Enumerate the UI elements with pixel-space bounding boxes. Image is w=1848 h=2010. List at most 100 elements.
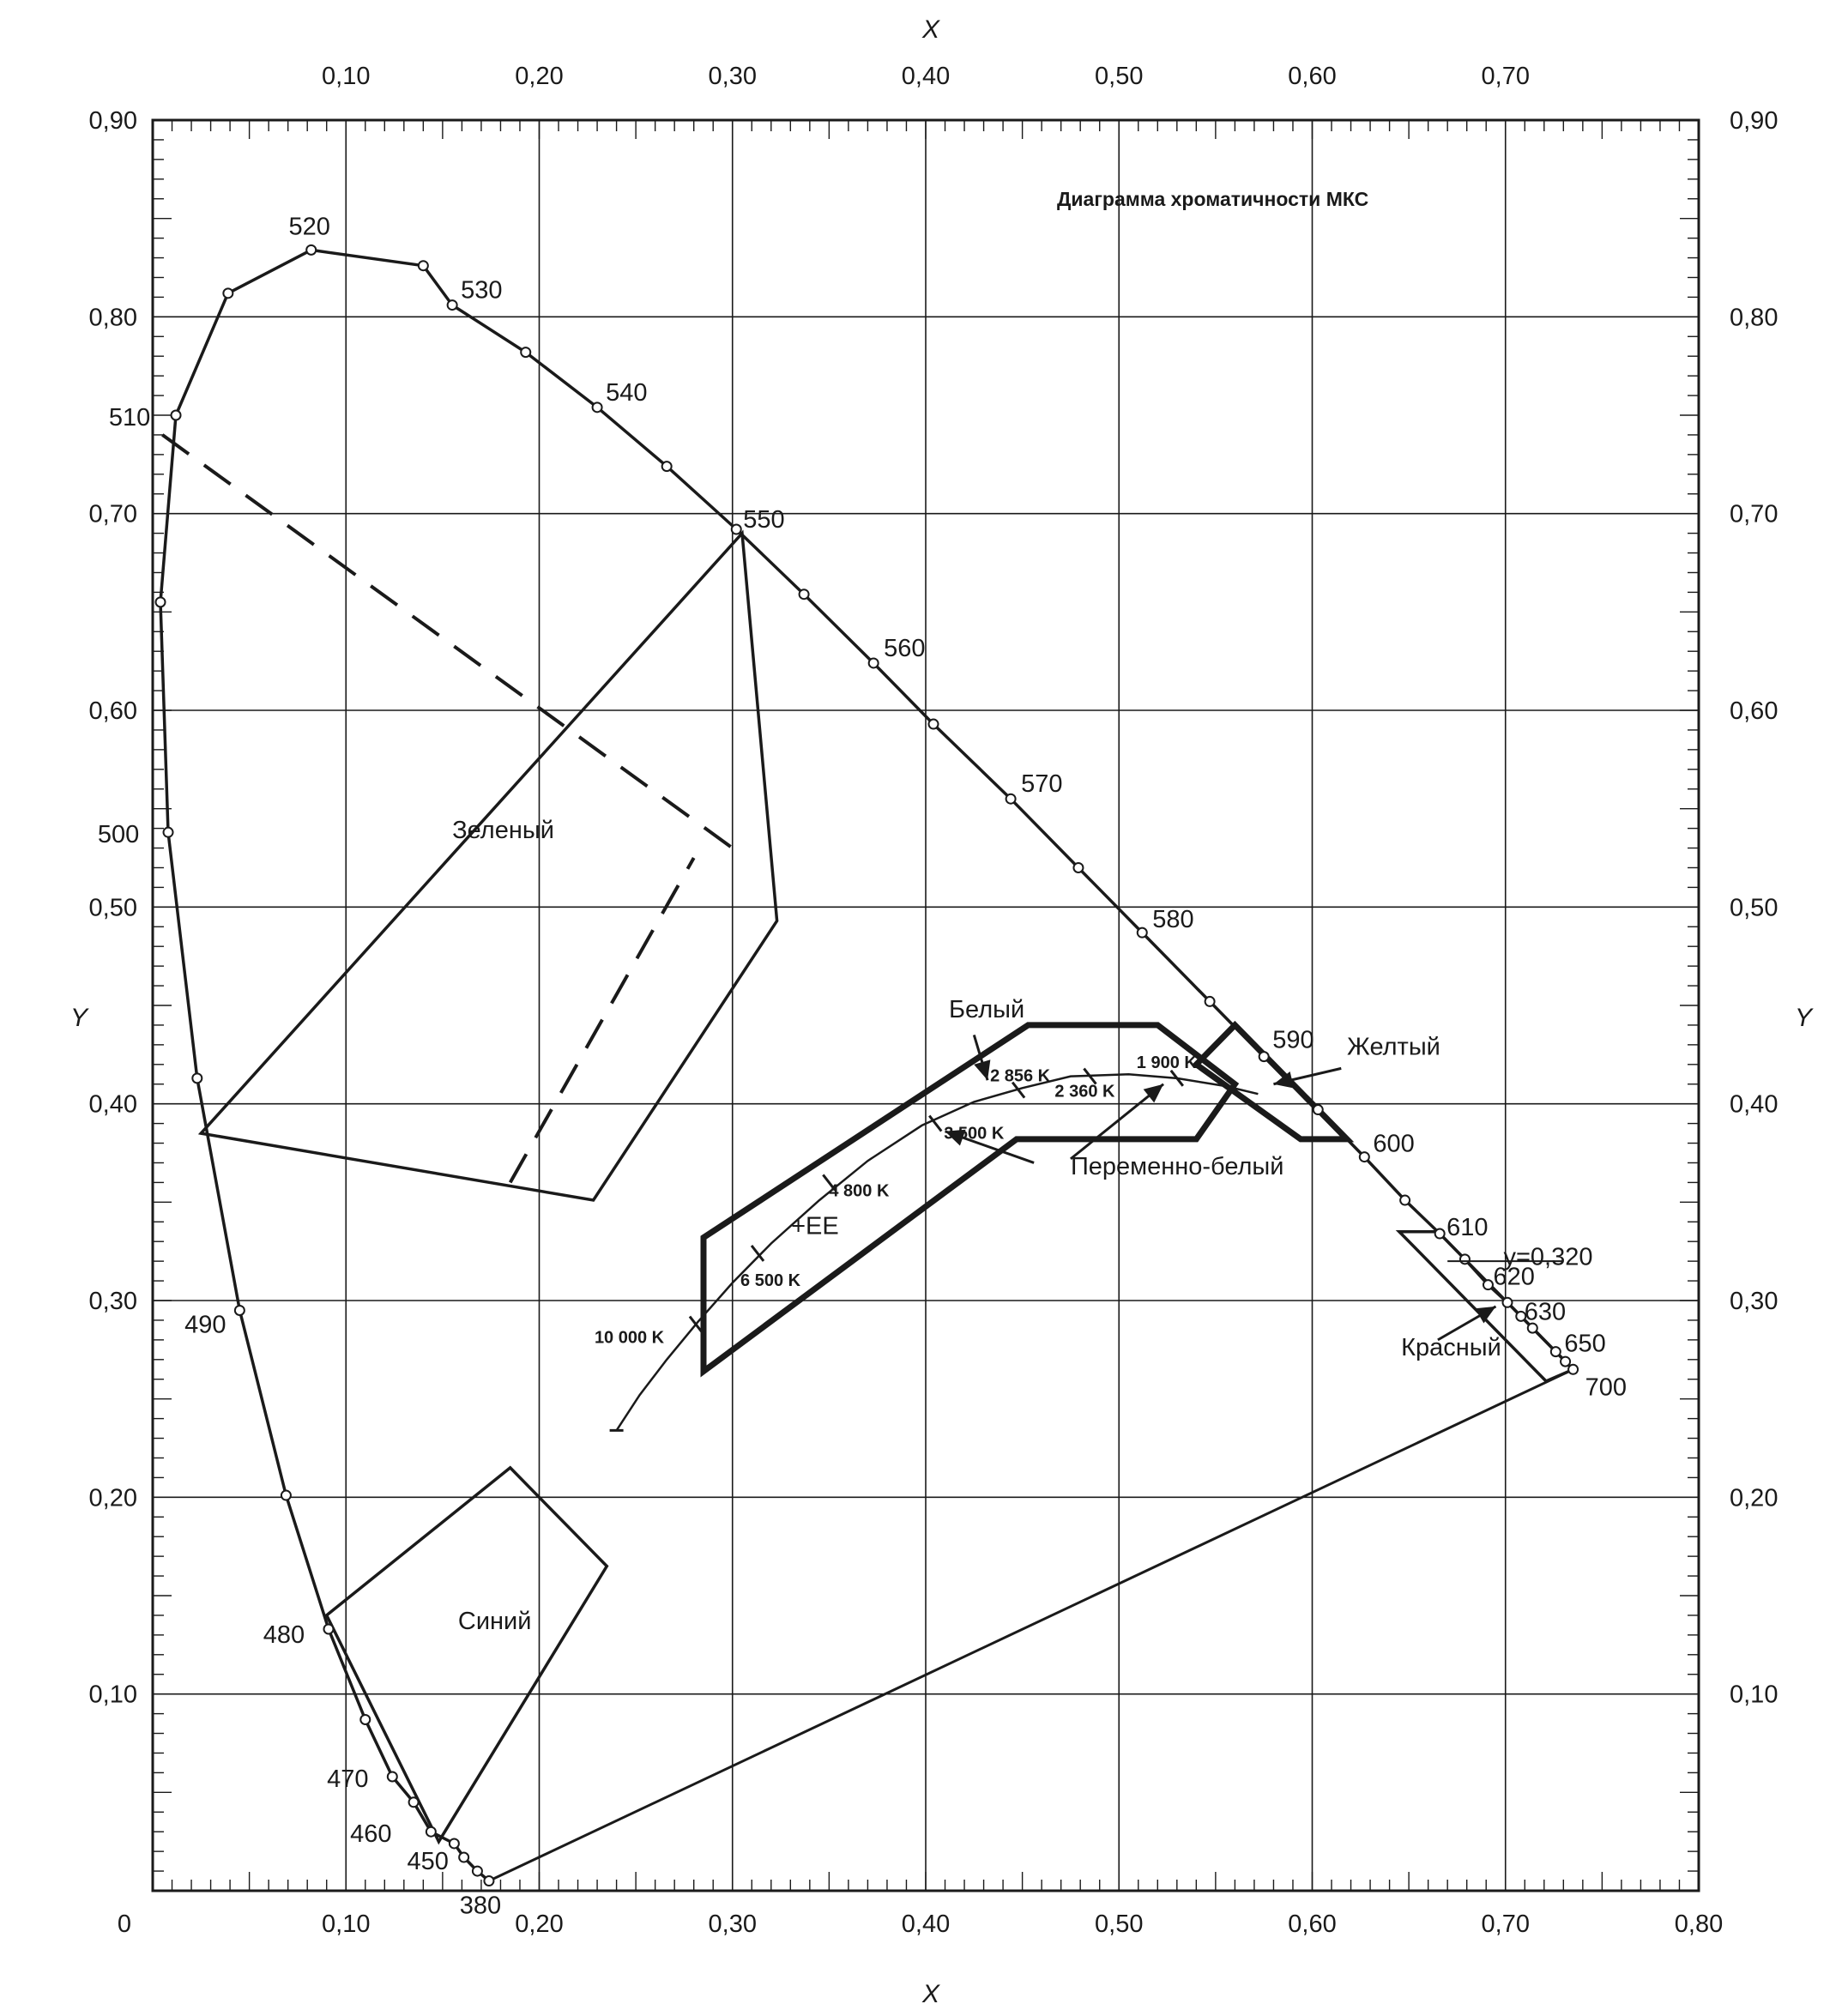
x-tick-label-bottom: 0 — [118, 1910, 131, 1938]
arrow-shaft — [1069, 1083, 1164, 1161]
chart-title: Диаграмма хроматичности МКС — [1057, 188, 1368, 210]
locus-point — [1434, 1228, 1446, 1240]
locus-point — [222, 287, 234, 299]
locus-point — [520, 347, 532, 359]
x-tick-label-bottom: 0,50 — [1095, 1910, 1143, 1938]
arrow-head — [1475, 1306, 1496, 1324]
locus-point — [1515, 1310, 1527, 1322]
y-tick-label-left: 0,10 — [89, 1681, 137, 1709]
arrow-head — [945, 1129, 966, 1146]
cct-label: 6 500 K — [740, 1271, 801, 1290]
locus-point — [867, 657, 879, 669]
locus-point — [1549, 1346, 1561, 1358]
arrow-head — [1273, 1071, 1295, 1089]
locus-point — [1136, 927, 1148, 939]
x-tick-label-top: 0,30 — [709, 63, 757, 90]
locus-point — [458, 1851, 470, 1863]
locus-point — [1358, 1151, 1370, 1163]
locus-point — [386, 1771, 398, 1783]
wavelength-label: 560 — [884, 635, 925, 662]
y-tick-label-left: 0,70 — [89, 501, 137, 528]
arrow-head — [974, 1059, 991, 1081]
y-tick-label-right: 0,70 — [1730, 501, 1778, 528]
locus-point — [1526, 1322, 1538, 1334]
label-layer: Диаграмма хроматичности МКС X X Y Y 0 0,1… — [70, 15, 1814, 2008]
locus-point — [591, 401, 603, 413]
wavelength-label: 610 — [1446, 1214, 1488, 1241]
wavelength-label: 600 — [1373, 1131, 1414, 1158]
y-tick-label-left: 0,40 — [89, 1091, 137, 1119]
data-layer: 10 000 K6 500 K4 800 K3 500 K2 856 K2 36… — [98, 213, 1627, 1919]
x-tick-label-top: 0,20 — [515, 63, 563, 90]
locus-point — [483, 1875, 495, 1887]
y-tick-label-right: 0,90 — [1730, 107, 1778, 135]
y-tick-label-right: 0,50 — [1730, 894, 1778, 921]
wavelength-label: 470 — [327, 1766, 368, 1793]
annotation-label: Зеленый — [452, 817, 554, 844]
y-tick-label-left: 0,60 — [89, 697, 137, 725]
cct-label: 2 856 K — [990, 1067, 1051, 1086]
y-tick-label-left: 0,90 — [89, 107, 137, 135]
cct-tick-mark — [822, 1174, 836, 1192]
region-boundary — [700, 1022, 1240, 1378]
locus-point — [162, 826, 174, 838]
wavelength-label: 580 — [1152, 906, 1193, 933]
cct-tick-mark — [750, 1245, 765, 1262]
locus-point — [170, 409, 182, 421]
locus-point — [417, 260, 429, 272]
locus-point — [1399, 1194, 1411, 1206]
locus-point — [730, 523, 742, 535]
annotation-label: Белый — [949, 996, 1024, 1023]
cct-tick-mark — [1083, 1067, 1097, 1085]
wavelength-label: 500 — [98, 821, 139, 848]
y-axis-title-right: Y — [1795, 1004, 1814, 1032]
locus-point — [233, 1304, 245, 1316]
locus-point — [1072, 861, 1084, 873]
wavelength-label: 650 — [1564, 1331, 1605, 1358]
locus-point — [661, 461, 673, 473]
locus-point — [1312, 1104, 1324, 1116]
locus-point — [1458, 1253, 1471, 1265]
y-axis-title-left: Y — [70, 1004, 89, 1032]
x-tick-label-bottom: 0,10 — [322, 1910, 370, 1938]
locus-point — [323, 1623, 335, 1635]
wavelength-label: 480 — [263, 1621, 305, 1649]
wavelength-label: 590 — [1272, 1027, 1314, 1054]
locus-point — [191, 1072, 203, 1084]
locus-point — [446, 299, 458, 311]
wavelength-label: 630 — [1525, 1298, 1566, 1325]
x-tick-label-bottom: 0,70 — [1482, 1910, 1530, 1938]
cct-label: 1 900 K — [1137, 1053, 1198, 1072]
locus-point — [154, 596, 166, 608]
locus-point — [798, 589, 810, 601]
x-tick-label-top: 0,40 — [902, 63, 950, 90]
wavelength-label: 540 — [606, 379, 647, 407]
y-tick-label-right: 0,80 — [1730, 304, 1778, 331]
region-boundary — [324, 1465, 609, 1845]
x-tick-label-bottom: 0,30 — [709, 1910, 757, 1938]
locus-point — [1560, 1355, 1572, 1367]
wavelength-label: 510 — [109, 404, 150, 432]
y-tick-label-right: 0,60 — [1730, 697, 1778, 725]
annotation-label: Желтый — [1347, 1033, 1440, 1060]
wavelength-label: 520 — [289, 213, 330, 240]
y-tick-label-right: 0,40 — [1730, 1091, 1778, 1119]
wavelength-label: 570 — [1021, 770, 1062, 798]
cct-tick-mark — [1011, 1081, 1026, 1099]
planckian-locus — [615, 1073, 1259, 1432]
equal-energy-label: +EE — [791, 1212, 839, 1240]
locus-point — [1005, 793, 1017, 805]
locus-point — [1258, 1051, 1270, 1063]
x-tick-label-bottom: 0,20 — [515, 1910, 563, 1938]
x-tick-label-top: 0,70 — [1482, 63, 1530, 90]
x-tick-label-bottom: 0,80 — [1675, 1910, 1723, 1938]
locus-point — [359, 1713, 371, 1725]
region-boundary — [1192, 1020, 1355, 1143]
wavelength-label: 620 — [1493, 1264, 1534, 1291]
annotation-label: y=0,320 — [1503, 1244, 1592, 1271]
annotation-label: Синий — [458, 1608, 532, 1635]
locus-point — [408, 1796, 420, 1808]
cct-tick-mark — [1169, 1069, 1185, 1087]
green-dashed-boundary — [508, 857, 696, 1184]
